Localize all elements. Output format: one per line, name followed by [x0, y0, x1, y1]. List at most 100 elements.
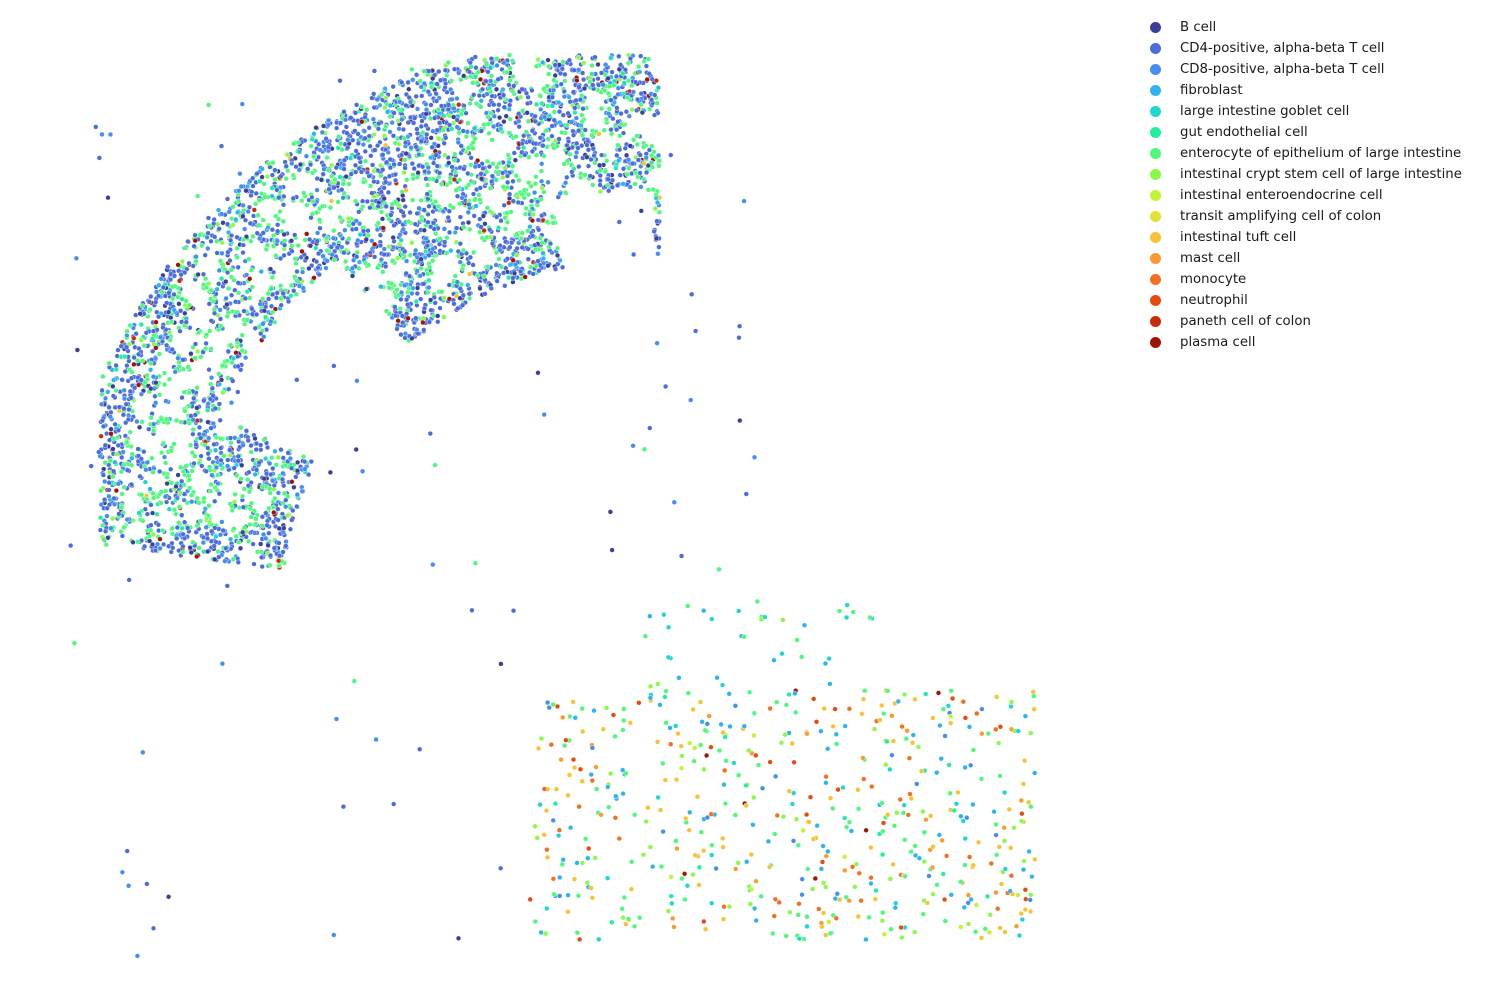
- data-point: [139, 492, 145, 498]
- data-point: [274, 187, 280, 193]
- data-point: [279, 476, 286, 483]
- data-point: [804, 914, 810, 920]
- data-point: [641, 160, 647, 167]
- data-point: [849, 864, 856, 870]
- data-point: [644, 76, 650, 83]
- data-point: [570, 89, 577, 95]
- data-point: [302, 466, 308, 472]
- data-point: [571, 876, 578, 882]
- data-point: [223, 295, 229, 302]
- data-point: [852, 884, 858, 890]
- data-point: [296, 149, 303, 155]
- data-point: [979, 706, 985, 712]
- data-point: [1029, 873, 1035, 880]
- data-point: [648, 97, 655, 103]
- data-point: [124, 467, 131, 473]
- data-point: [868, 880, 874, 887]
- data-point: [189, 450, 196, 456]
- data-point: [623, 921, 629, 927]
- data-point: [275, 506, 281, 512]
- data-point: [228, 267, 234, 273]
- data-point: [212, 447, 219, 453]
- data-point: [509, 240, 515, 246]
- data-point: [663, 688, 669, 694]
- data-point: [310, 198, 316, 205]
- data-point: [251, 207, 257, 213]
- data-point: [646, 147, 653, 153]
- data-point: [205, 407, 211, 413]
- data-point: [1013, 923, 1020, 929]
- data-point: [478, 224, 484, 230]
- data-point: [240, 504, 247, 510]
- data-point: [232, 299, 239, 305]
- data-point: [116, 511, 122, 517]
- data-point: [747, 901, 753, 907]
- data-point: [501, 118, 507, 125]
- data-point: [269, 172, 276, 178]
- data-point: [385, 109, 391, 115]
- data-point: [399, 313, 406, 319]
- data-point: [428, 84, 435, 90]
- data-point: [227, 452, 233, 459]
- data-point: [646, 71, 652, 77]
- data-point: [943, 853, 950, 859]
- data-point: [430, 258, 436, 264]
- data-point: [261, 181, 267, 187]
- data-point: [188, 351, 194, 357]
- data-point: [605, 75, 611, 82]
- data-point: [557, 893, 563, 899]
- data-point: [556, 136, 562, 142]
- data-point: [106, 480, 112, 486]
- data-point: [206, 503, 212, 509]
- data-point: [885, 812, 891, 818]
- data-point: [208, 481, 214, 488]
- data-point: [846, 706, 853, 712]
- data-point: [195, 193, 201, 199]
- data-point: [188, 413, 194, 419]
- data-point: [585, 147, 592, 153]
- data-point: [530, 271, 536, 277]
- data-point: [533, 101, 540, 108]
- data-point: [228, 536, 234, 542]
- data-point: [596, 82, 602, 88]
- data-point: [390, 83, 396, 90]
- data-point: [607, 83, 613, 89]
- data-point: [579, 118, 585, 125]
- data-point: [564, 122, 570, 128]
- data-point: [108, 426, 114, 432]
- data-point: [246, 469, 252, 475]
- data-point: [98, 488, 104, 494]
- data-point: [535, 217, 541, 223]
- data-point: [213, 464, 220, 471]
- data-point: [654, 100, 660, 106]
- data-point: [751, 732, 757, 739]
- data-point: [409, 161, 416, 167]
- data-point: [625, 916, 632, 922]
- data-point: [307, 236, 313, 243]
- data-point: [618, 110, 624, 117]
- data-point: [846, 898, 852, 904]
- data-point: [470, 179, 476, 185]
- data-point: [519, 86, 525, 92]
- data-point: [565, 892, 571, 898]
- data-point: [519, 244, 525, 251]
- data-point: [219, 276, 225, 282]
- data-point: [356, 155, 362, 161]
- data-point: [592, 855, 598, 861]
- data-point: [212, 556, 218, 563]
- data-point: [823, 853, 829, 859]
- data-point: [281, 483, 287, 489]
- data-point: [600, 726, 606, 732]
- data-point: [237, 545, 244, 551]
- data-point: [105, 389, 111, 395]
- data-point: [192, 412, 198, 418]
- data-point: [861, 776, 867, 782]
- data-point: [211, 310, 218, 316]
- data-point: [247, 295, 253, 301]
- data-point: [283, 497, 289, 503]
- data-point: [182, 519, 188, 525]
- data-point: [426, 277, 432, 283]
- data-point: [451, 114, 457, 120]
- data-point: [507, 98, 514, 104]
- data-point: [519, 140, 525, 147]
